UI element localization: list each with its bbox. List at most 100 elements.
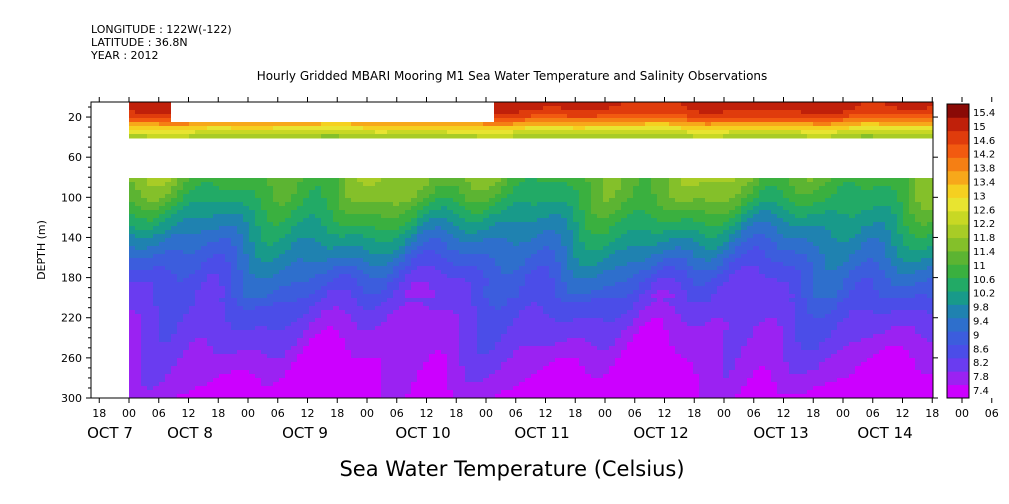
heatmap-cell [177,350,184,355]
heatmap-cell [141,222,148,227]
heatmap-cell [495,202,502,207]
heatmap-cell [135,218,142,223]
heatmap-cell [285,354,292,359]
heatmap-cell [591,358,598,363]
heatmap-cell [309,246,316,251]
heatmap-cell [555,390,562,395]
heatmap-cell [501,330,508,335]
heatmap-cell [237,362,244,367]
heatmap-cell [435,178,442,183]
heatmap-cell [333,346,340,351]
heatmap-cell [519,394,526,398]
heatmap-cell [471,378,478,383]
heatmap-cell [375,258,382,263]
heatmap-cell [567,222,574,227]
heatmap-cell [519,294,526,299]
heatmap-cell [249,194,256,199]
heatmap-cell [579,366,586,371]
heatmap-cell [219,222,226,227]
heatmap-cell [177,318,184,323]
heatmap-cell [585,246,592,251]
heatmap-cell [363,222,370,227]
heatmap-cell [477,278,484,283]
heatmap-cell [429,130,436,135]
heatmap-cell [159,250,166,255]
heatmap-cell [477,126,484,131]
heatmap-cell [183,222,190,227]
heatmap-cell [285,262,292,267]
heatmap-cell [249,234,256,239]
heatmap-cell [519,282,526,287]
heatmap-cell [231,346,238,351]
heatmap-cell [327,326,334,331]
heatmap-cell [165,266,172,271]
heatmap-cell [561,234,568,239]
heatmap-cell [441,362,448,367]
heatmap-cell [411,370,418,375]
heatmap-cell [573,130,580,135]
heatmap-cell [435,282,442,287]
heatmap-cell [303,346,310,351]
heatmap-cell [525,262,532,267]
heatmap-cell [501,178,508,183]
heatmap-cell [339,394,346,398]
heatmap-cell [273,342,280,347]
heatmap-cell [135,274,142,279]
heatmap-cell [585,182,592,187]
heatmap-cell [495,298,502,303]
heatmap-cell [387,206,394,211]
heatmap-cell [321,294,328,299]
heatmap-cell [351,338,358,343]
heatmap-cell [501,246,508,251]
heatmap-cell [423,258,430,263]
heatmap-cell [165,298,172,303]
heatmap-cell [303,214,310,219]
heatmap-cell [453,370,460,375]
heatmap-cell [459,322,466,327]
heatmap-cell [141,230,148,235]
heatmap-cell [141,390,148,395]
heatmap-cell [135,242,142,247]
heatmap-cell [219,286,226,291]
heatmap-cell [393,226,400,231]
heatmap-cell [165,114,172,119]
heatmap-cell [291,186,298,191]
heatmap-cell [405,358,412,363]
heatmap-cell [255,262,262,267]
heatmap-cell [543,338,550,343]
heatmap-cell [585,110,592,115]
heatmap-cell [567,262,574,267]
heatmap-cell [423,134,430,139]
heatmap-cell [345,274,352,279]
heatmap-cell [267,334,274,339]
heatmap-cell [471,294,478,299]
heatmap-cell [387,182,394,187]
heatmap-cell [507,190,514,195]
heatmap-cell [585,254,592,259]
heatmap-cell [171,186,178,191]
heatmap-cell [231,366,238,371]
heatmap-cell [573,226,580,231]
heatmap-cell [219,262,226,267]
heatmap-cell [375,190,382,195]
heatmap-cell [327,358,334,363]
heatmap-cell [225,214,232,219]
heatmap-cell [213,282,220,287]
heatmap-cell [333,198,340,203]
heatmap-cell [237,242,244,247]
heatmap-cell [183,202,190,207]
heatmap-cell [591,238,598,243]
heatmap-cell [201,346,208,351]
heatmap-cell [507,234,514,239]
heatmap-cell [345,310,352,315]
heatmap-cell [531,358,538,363]
heatmap-cell [483,134,490,139]
heatmap-cell [159,242,166,247]
heatmap-cell [387,366,394,371]
heatmap-cell [537,374,544,379]
heatmap-cell [303,338,310,343]
heatmap-cell [231,310,238,315]
heatmap-cell [399,222,406,227]
heatmap-cell [531,386,538,391]
heatmap-cell [549,182,556,187]
